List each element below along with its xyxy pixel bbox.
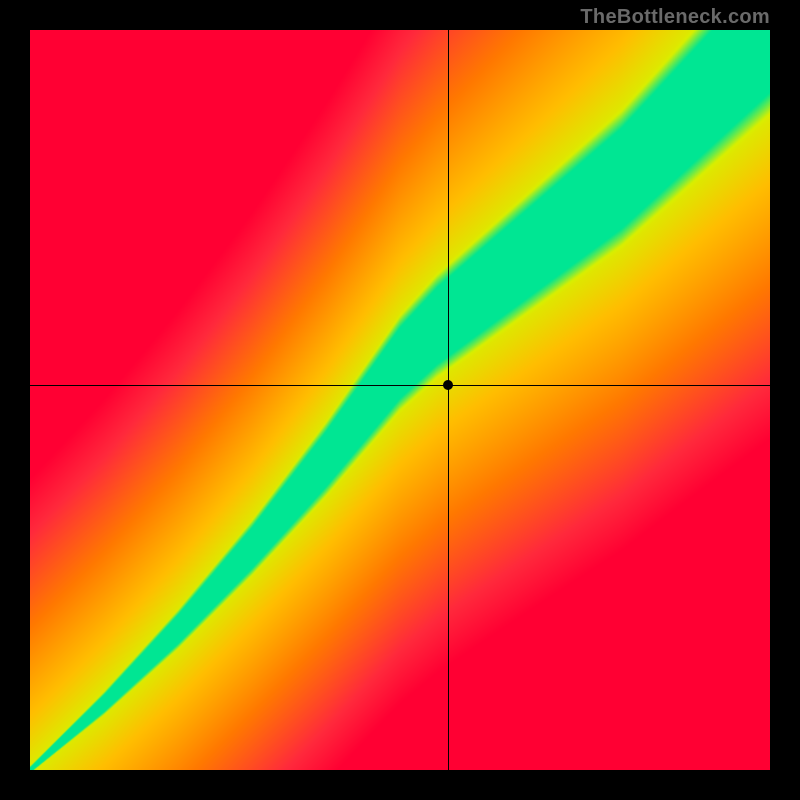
crosshair-horizontal (30, 385, 770, 386)
crosshair-marker-dot (443, 380, 453, 390)
heatmap-canvas (30, 30, 770, 770)
crosshair-vertical (448, 30, 449, 770)
watermark-text: TheBottleneck.com (580, 6, 770, 29)
heatmap-chart (30, 30, 770, 770)
